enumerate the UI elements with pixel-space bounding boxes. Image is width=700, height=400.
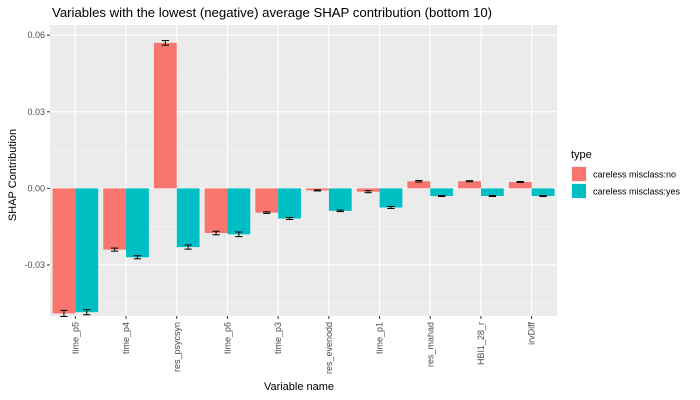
y-tick-label: 0.06: [27, 30, 45, 40]
legend: type careless misclass:no careless miscla…: [571, 149, 681, 199]
y-axis-label: SHAP Contribution: [7, 129, 19, 221]
bar: [458, 181, 481, 189]
legend-swatch: [572, 167, 586, 181]
x-tick-label: HBI1_28_r: [476, 322, 486, 365]
x-tick-label: time_p6: [222, 322, 232, 354]
y-axis: -0.03 0.00 0.03 0.06: [24, 30, 50, 270]
x-tick-label: res_evenodd: [324, 322, 334, 374]
bar: [153, 42, 177, 189]
bar: [255, 188, 279, 213]
legend-swatch: [572, 184, 586, 198]
bar: [531, 188, 555, 197]
x-tick-label: irvDiff: [527, 322, 537, 345]
chart-title: Variables with the lowest (negative) ave…: [52, 5, 492, 20]
x-axis: time_p5 time_p4 res_psycsyn time_p6 time_p3 r…: [70, 316, 537, 374]
bar: [356, 188, 380, 192]
bar: [176, 188, 200, 248]
bar: [480, 188, 504, 197]
bar: [407, 181, 431, 189]
bar-group: [52, 42, 555, 314]
bar: [328, 188, 352, 211]
legend-label: careless misclass:no: [593, 170, 676, 180]
x-tick-label: res_mahad: [425, 322, 435, 367]
errorbar-group: [60, 40, 547, 318]
legend-label: careless misclass:yes: [593, 187, 681, 197]
bar: [306, 188, 329, 191]
bar: [126, 188, 149, 258]
bar: [52, 188, 76, 314]
bar: [204, 188, 228, 234]
bar: [75, 188, 99, 313]
x-tick-label: time_p5: [70, 322, 80, 354]
y-tick-label: 0.03: [27, 107, 45, 117]
bar: [227, 188, 251, 235]
bar: [430, 188, 454, 197]
legend-title: type: [571, 149, 592, 161]
x-tick-label: time_p1: [375, 322, 385, 354]
bar: [508, 181, 532, 189]
x-axis-label: Variable name: [264, 381, 334, 393]
x-tick-label: time_p3: [273, 322, 283, 354]
y-tick-label: 0.00: [27, 183, 45, 193]
x-tick-label: res_psycsyn: [172, 322, 182, 372]
bar: [103, 188, 127, 250]
x-tick-label: time_p4: [121, 322, 131, 354]
bar: [278, 188, 301, 219]
bar: [379, 188, 403, 208]
y-tick-label: -0.03: [24, 260, 45, 270]
